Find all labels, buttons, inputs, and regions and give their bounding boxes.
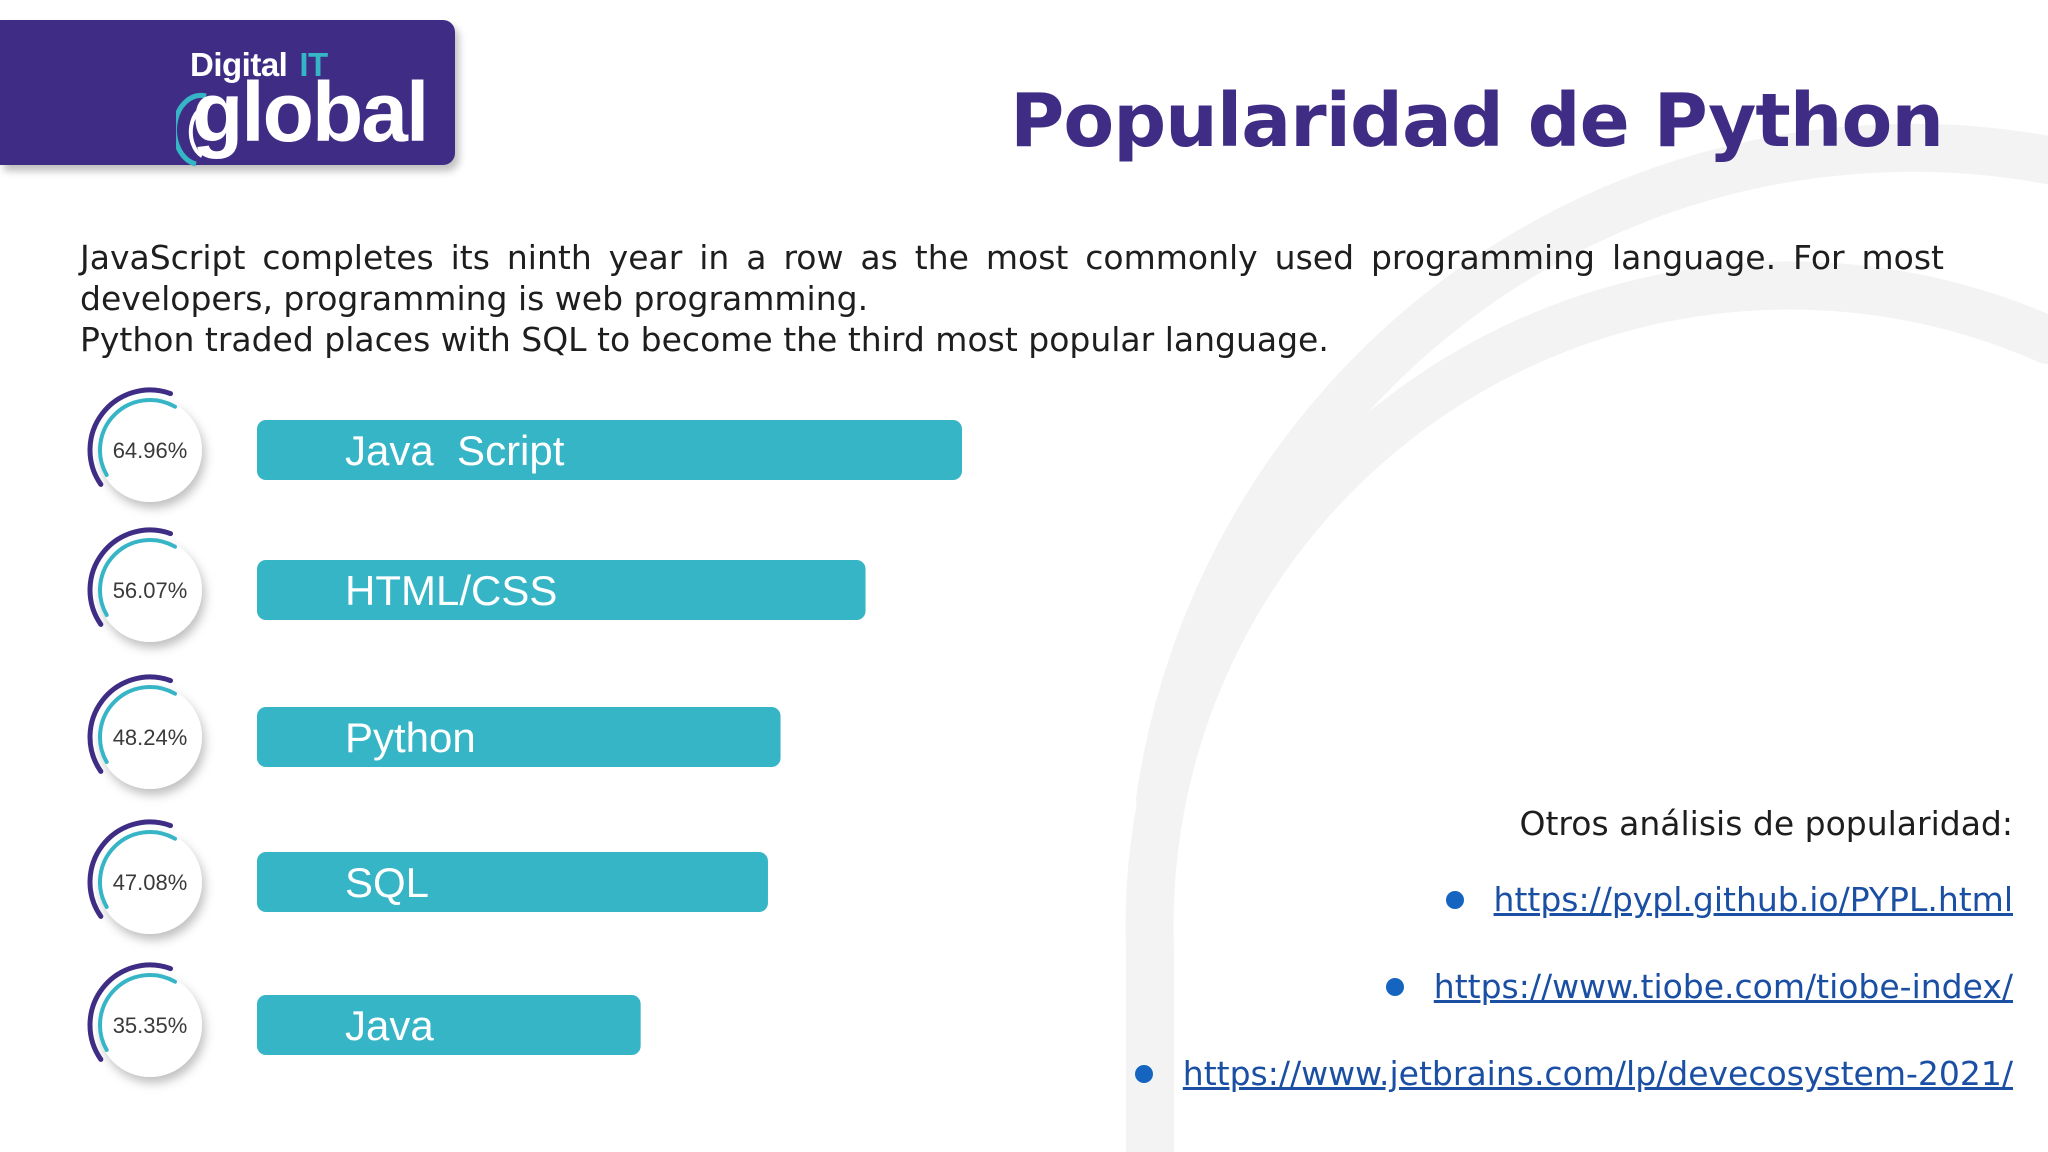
percent-badge [98, 830, 202, 934]
link-item-pypl: https://pypl.github.io/PYPL.html [1445, 880, 2013, 919]
logo-main-text: global [192, 65, 429, 159]
bar [257, 852, 768, 912]
bullet-icon [1445, 890, 1464, 909]
bar [257, 560, 866, 620]
percent-badge-inner-arc [98, 830, 177, 909]
percent-badge [98, 973, 202, 1077]
percent-badge-inner-arc [98, 685, 177, 764]
bar-label: Java [345, 1002, 434, 1049]
logo: Digital IT global [0, 20, 455, 167]
logo-swoosh-icon [176, 92, 211, 167]
chart-row: 64.96% Java Script [87, 387, 962, 502]
link-jetbrains[interactable]: https://www.jetbrains.com/lp/devecosyste… [1182, 1054, 2013, 1093]
bar [257, 420, 962, 480]
intro-paragraph-1: JavaScript completes its ninth year in a… [80, 238, 1944, 318]
percent-badge-outer-arc [87, 527, 174, 627]
bar-label: Java Script [345, 427, 565, 474]
bullet-icon [1134, 1064, 1153, 1083]
percent-badge-inner-arc [98, 398, 177, 477]
percent-badge [98, 685, 202, 789]
link-tiobe[interactable]: https://www.tiobe.com/tiobe-index/ [1433, 967, 2013, 1006]
percent-badge-inner-arc [98, 538, 177, 617]
percent-label: 35.35% [113, 1013, 188, 1038]
bar-label: SQL [345, 859, 429, 906]
percent-label: 56.07% [113, 578, 188, 603]
percent-badge-outer-arc [87, 962, 174, 1062]
percent-badge-outer-arc [87, 819, 174, 919]
chart-row: 48.24% Python [87, 674, 781, 789]
link-item-jetbrains: https://www.jetbrains.com/lp/devecosyste… [1134, 1054, 2013, 1093]
chart-row: 56.07% HTML/CSS [87, 527, 866, 642]
link-item-tiobe: https://www.tiobe.com/tiobe-index/ [1385, 967, 2013, 1006]
intro-paragraph-2: Python traded places with SQL to become … [80, 320, 1329, 359]
percent-badge-outer-arc [87, 674, 174, 774]
percent-label: 64.96% [113, 438, 188, 463]
bar-label: HTML/CSS [345, 567, 557, 614]
percent-label: 48.24% [113, 725, 188, 750]
percent-badge [98, 398, 202, 502]
percent-label: 47.08% [113, 870, 188, 895]
chart-row: 47.08% SQL [87, 819, 768, 934]
percent-badge [98, 538, 202, 642]
percent-badge-inner-arc [98, 973, 177, 1052]
chart-row: 35.35% Java [87, 962, 641, 1077]
page-title: Popularidad de Python [1010, 78, 1944, 164]
intro-text: JavaScript completes its ninth year in a… [80, 237, 1944, 360]
bullet-icon [1385, 977, 1404, 996]
bar [257, 707, 781, 767]
analysis-heading: Otros análisis de popularidad: [1519, 804, 2013, 843]
link-pypl[interactable]: https://pypl.github.io/PYPL.html [1493, 880, 2013, 919]
bar-label: Python [345, 714, 476, 761]
bar [257, 995, 641, 1055]
percent-badge-outer-arc [87, 387, 174, 487]
logo-top-text: Digital IT [190, 46, 328, 83]
